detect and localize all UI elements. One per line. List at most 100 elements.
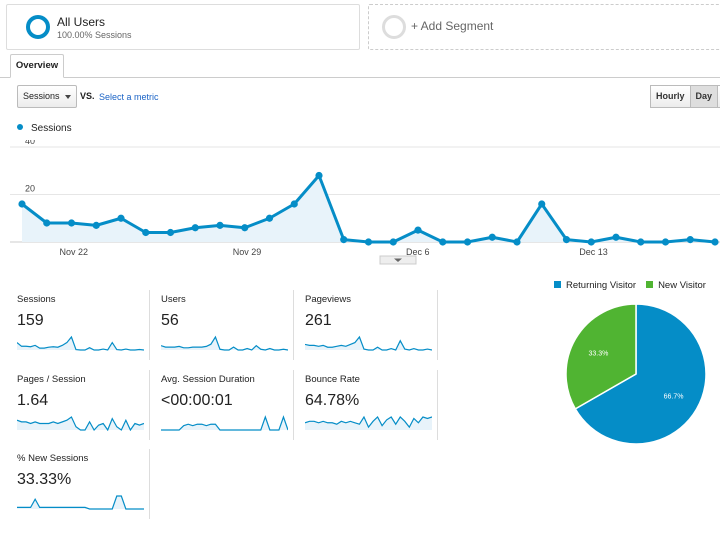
pie-legend-new: New Visitor xyxy=(646,280,706,291)
data-point[interactable] xyxy=(241,224,249,232)
data-point[interactable] xyxy=(587,238,595,246)
data-point[interactable] xyxy=(92,221,100,229)
segment-all-users[interactable]: All Users 100.00% Sessions xyxy=(6,4,360,50)
data-point[interactable] xyxy=(315,171,323,180)
data-point[interactable] xyxy=(265,214,274,222)
day-button[interactable]: Day xyxy=(690,85,719,108)
scorecard-value: 159 xyxy=(17,312,44,329)
scorecard-label: Avg. Session Duration xyxy=(161,374,255,385)
data-point[interactable] xyxy=(364,238,373,246)
new-visitor-slice[interactable] xyxy=(565,303,637,410)
metric-select[interactable]: Sessions xyxy=(17,85,77,108)
sparkline-area xyxy=(305,417,432,430)
data-point[interactable] xyxy=(142,228,150,237)
add-segment-button[interactable]: + Add Segment xyxy=(368,4,720,50)
collapse-handle[interactable] xyxy=(379,255,417,265)
data-point[interactable] xyxy=(538,200,546,208)
tab-overview[interactable]: Overview xyxy=(10,54,64,78)
sparkline-area xyxy=(161,417,288,430)
slice-label: 66.7% xyxy=(664,394,684,401)
data-point[interactable] xyxy=(216,221,224,229)
data-point[interactable] xyxy=(513,238,521,246)
x-tick-label: Nov 22 xyxy=(60,247,89,257)
sparkline xyxy=(305,335,432,351)
data-point[interactable] xyxy=(612,233,620,241)
segment-ring-icon xyxy=(26,15,50,39)
scorecard[interactable]: Pageviews 261 xyxy=(298,290,438,360)
sparkline-area xyxy=(161,337,288,350)
scorecard[interactable]: Users 56 xyxy=(154,290,294,360)
sparkline-line xyxy=(17,416,144,431)
sparkline xyxy=(17,335,144,351)
scorecard-value: <00:00:01 xyxy=(161,392,233,409)
data-point[interactable] xyxy=(414,226,422,234)
returning-label: Returning Visitor xyxy=(566,280,637,291)
data-point[interactable] xyxy=(166,228,175,237)
select-metric-link[interactable]: Select a metric xyxy=(99,92,159,102)
data-point[interactable] xyxy=(711,238,719,246)
sparkline-line xyxy=(161,335,288,351)
pie-legend-returning: Returning Visitor xyxy=(554,280,636,291)
returning-visitor-slice[interactable] xyxy=(574,303,707,445)
scorecard[interactable]: % New Sessions 33.33% xyxy=(10,449,150,519)
data-point[interactable] xyxy=(290,200,298,208)
scorecard[interactable]: Pages / Session 1.64 xyxy=(10,370,150,440)
week-button[interactable]: W xyxy=(718,85,720,108)
period-selector: Hourly Day W xyxy=(650,85,720,108)
scorecard-value: 1.64 xyxy=(17,392,49,409)
scorecards-grid: Sessions 159 Users 56 Pageviews 261 Pages / Se… xyxy=(10,290,450,530)
data-point[interactable] xyxy=(686,236,694,244)
data-point[interactable] xyxy=(67,219,76,227)
scorecard-label: Pages / Session xyxy=(17,374,86,385)
data-point[interactable] xyxy=(340,236,348,244)
returning-swatch xyxy=(554,281,561,288)
scorecard[interactable]: Avg. Session Duration <00:00:01 xyxy=(154,370,294,440)
chevron-down-icon xyxy=(65,95,71,99)
sessions-legend-label: Sessions xyxy=(31,123,72,134)
scorecard-label: Pageviews xyxy=(305,294,351,305)
x-tick-label: Nov 29 xyxy=(233,247,262,257)
data-point[interactable] xyxy=(463,238,472,246)
x-tick-label: Dec 6 xyxy=(406,247,430,257)
scorecard-label: Sessions xyxy=(17,294,56,305)
scorecard-label: Bounce Rate xyxy=(305,374,360,385)
scorecard-label: Users xyxy=(161,294,186,305)
segment-bar: All Users 100.00% Sessions + Add Segment xyxy=(0,0,720,54)
sessions-legend-marker xyxy=(17,124,23,130)
scorecard[interactable]: Sessions 159 xyxy=(10,290,150,360)
sparkline-area xyxy=(17,337,144,350)
data-point[interactable] xyxy=(43,219,51,227)
y-tick-label: 20 xyxy=(25,184,35,194)
data-point[interactable] xyxy=(488,233,496,241)
hourly-button[interactable]: Hourly xyxy=(650,85,691,108)
tab-bar: Overview xyxy=(0,54,720,78)
sparkline-area xyxy=(305,337,432,350)
pie-legend: Returning Visitor New Visitor xyxy=(554,280,706,291)
sparkline-line xyxy=(305,415,432,429)
data-point[interactable] xyxy=(439,238,447,246)
data-point[interactable] xyxy=(637,238,645,246)
metric-select-value: Sessions xyxy=(23,91,60,101)
data-point[interactable] xyxy=(191,224,199,232)
scorecard-value: 56 xyxy=(161,312,179,329)
scorecard-value: 261 xyxy=(305,312,332,329)
sparkline xyxy=(305,415,432,430)
scorecard[interactable]: Bounce Rate 64.78% xyxy=(298,370,438,440)
new-label: New Visitor xyxy=(658,280,706,291)
data-point[interactable] xyxy=(18,200,26,208)
sparkline xyxy=(161,335,288,351)
sparkline-line xyxy=(161,415,288,431)
sparkline-line xyxy=(305,335,432,351)
scorecard-value: 33.33% xyxy=(17,471,72,488)
data-point[interactable] xyxy=(117,214,125,222)
data-point[interactable] xyxy=(389,238,397,246)
sparkline-line xyxy=(17,495,144,510)
x-tick-label: Dec 13 xyxy=(579,247,608,257)
segment-title: All Users xyxy=(57,15,106,29)
data-point[interactable] xyxy=(661,238,670,246)
vs-label: VS. xyxy=(80,91,95,101)
sparkline xyxy=(17,495,144,510)
new-swatch xyxy=(646,281,654,288)
empty-segment-icon xyxy=(382,15,406,39)
data-point[interactable] xyxy=(562,236,571,244)
